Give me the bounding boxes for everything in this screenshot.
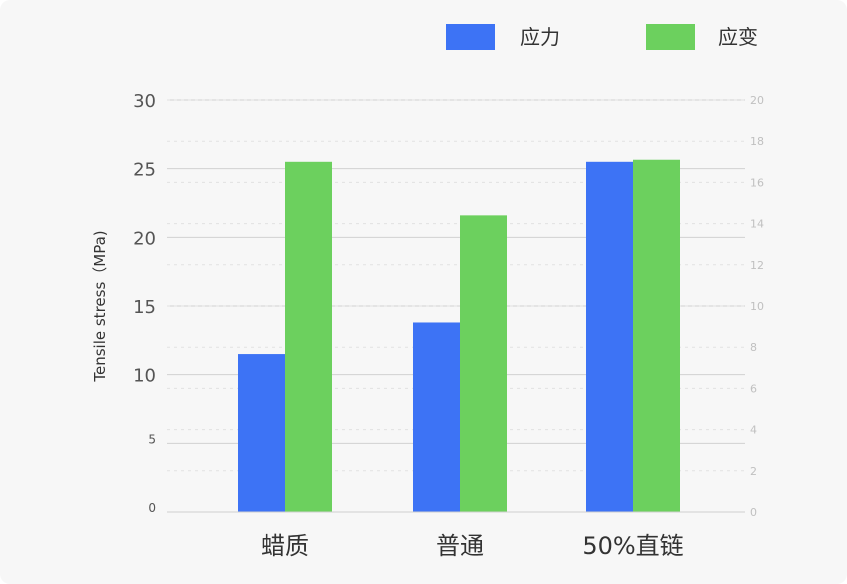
y-tick-label: 10	[133, 366, 156, 387]
y2-tick-label: 6	[750, 382, 757, 395]
y-tick-label: 15	[133, 297, 156, 318]
y-tick-label: 20	[133, 228, 156, 249]
y-tick-label: 30	[133, 91, 156, 112]
y2-tick-label: 10	[750, 300, 764, 313]
y2-tick-label: 14	[750, 218, 764, 231]
bar-strain	[633, 159, 680, 513]
bar-stress	[413, 322, 460, 512]
y2-tick-label: 20	[750, 94, 764, 107]
y2-tick-label: 16	[750, 176, 764, 189]
y2-tick-label: 0	[750, 506, 757, 519]
legend: 应力 应变	[446, 24, 758, 50]
legend-swatch-strain	[646, 24, 695, 50]
y2-tick-label: 8	[750, 341, 757, 354]
bar-strain	[460, 215, 507, 513]
y-tick-label: 5	[148, 432, 156, 446]
legend-swatch-stress	[446, 24, 495, 50]
y-axis-label: Tensile stress（MPa)	[91, 230, 109, 382]
y2-tick-label: 4	[750, 424, 757, 437]
right-axis-ticks: 0 2 4 6 8 10 12 14 16 18 20	[750, 94, 764, 519]
y2-tick-label: 18	[750, 135, 764, 148]
x-category-label: 蜡质	[261, 532, 309, 560]
x-category-label: 50%直链	[582, 532, 683, 560]
y2-tick-label: 2	[750, 465, 757, 478]
legend-label-strain: 应变	[718, 25, 758, 49]
bar-stress	[238, 354, 285, 512]
left-axis-ticks: 0 5 10 15 20 25 30	[133, 91, 156, 515]
legend-label-stress: 应力	[520, 25, 560, 49]
y-tick-label: 0	[148, 501, 156, 515]
bars	[238, 159, 680, 513]
y2-tick-label: 12	[750, 259, 764, 272]
category-labels: 蜡质 普通 50%直链	[261, 532, 684, 560]
y-tick-label: 25	[133, 160, 156, 181]
bar-strain	[285, 161, 332, 513]
x-category-label: 普通	[436, 532, 484, 560]
bar-stress	[586, 161, 633, 513]
